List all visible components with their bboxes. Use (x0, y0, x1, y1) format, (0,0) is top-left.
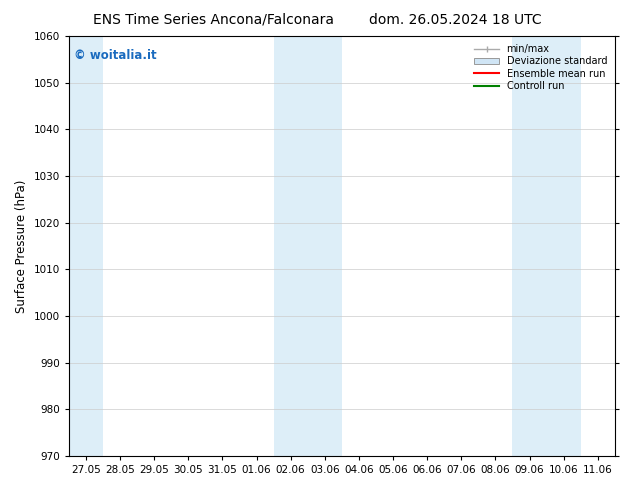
Y-axis label: Surface Pressure (hPa): Surface Pressure (hPa) (15, 179, 28, 313)
Legend: min/max, Deviazione standard, Ensemble mean run, Controll run: min/max, Deviazione standard, Ensemble m… (472, 41, 610, 94)
Text: ENS Time Series Ancona/Falconara        dom. 26.05.2024 18 UTC: ENS Time Series Ancona/Falconara dom. 26… (93, 12, 541, 26)
Bar (274, 36, 342, 456)
Bar (512, 36, 581, 456)
Bar (69, 36, 103, 456)
Text: © woitalia.it: © woitalia.it (74, 49, 157, 62)
